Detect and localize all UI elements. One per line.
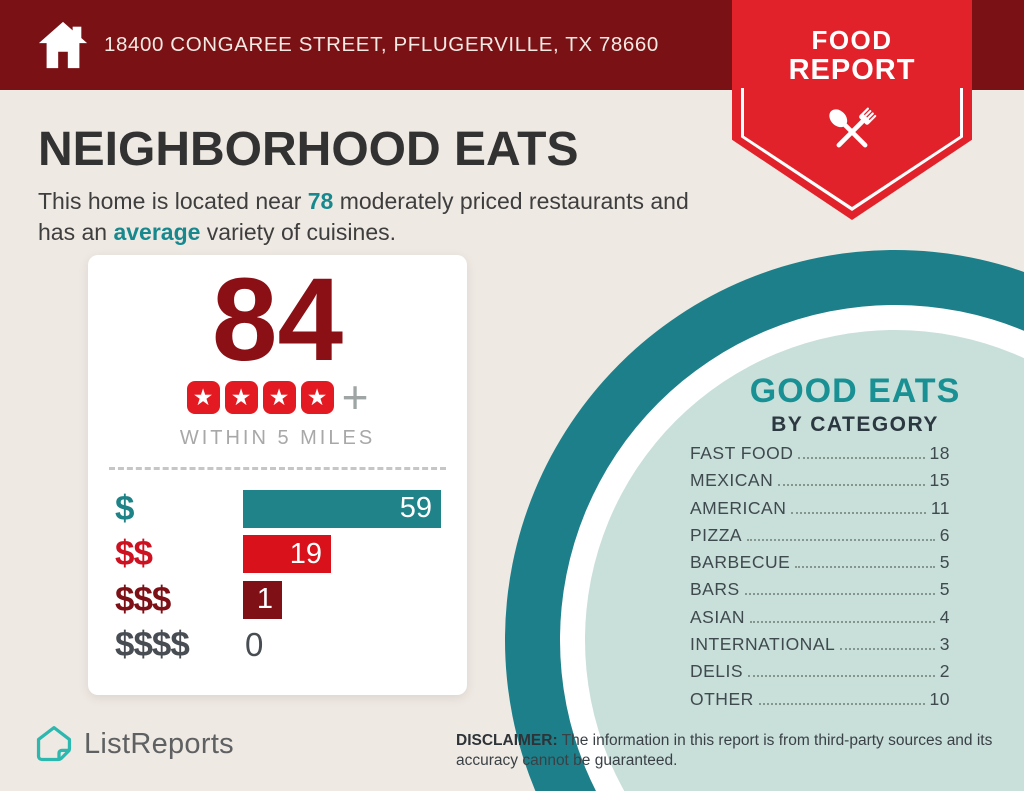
ribbon-title-line1: FOOD [811, 25, 893, 55]
category-label: OTHER [690, 688, 754, 709]
price-tier-row: $59 [115, 486, 447, 532]
category-label: BARBECUE [690, 552, 791, 573]
dashed-divider [109, 467, 446, 470]
spoon-fork-icon [829, 107, 877, 148]
star-rating: ★ ★ ★ ★ + [88, 371, 467, 423]
home-icon [38, 21, 88, 69]
category-count: 11 [930, 497, 950, 518]
category-label: PIZZA [690, 524, 743, 545]
category-label: FAST FOOD [690, 443, 794, 463]
ribbon-title: FOOD REPORT [732, 25, 972, 86]
score-card: 84 ★ ★ ★ ★ + WITHIN 5 MILES $59 $$ 19 $$$ 1 $$$$… [88, 255, 467, 695]
category-row: MEXICAN 15 [690, 470, 950, 497]
category-count: 4 [939, 606, 950, 627]
category-count: 2 [939, 661, 950, 682]
star-icon: ★ [186, 380, 220, 414]
price-tier-label: $$$ [115, 579, 171, 619]
dotted-leader [798, 457, 925, 459]
price-tier-label: $ [115, 488, 134, 528]
star-icon: ★ [300, 380, 334, 414]
dotted-leader [778, 484, 925, 487]
category-count: 3 [939, 634, 950, 655]
price-tier-row: $$$ 1 [115, 577, 447, 623]
price-tier-bar: 1 [243, 580, 282, 619]
category-count: 5 [939, 552, 950, 573]
category-label: BARS [690, 579, 740, 600]
dotted-leader [748, 675, 935, 678]
brand-name: ListReports [84, 727, 234, 760]
price-tier-bar-chart: $59 $$ 19 $$$ 1 $$$$ 0 [88, 486, 467, 668]
category-count: 18 [929, 443, 950, 463]
dotted-leader [744, 593, 935, 596]
star-icon: ★ [262, 380, 296, 414]
disclaimer-label: DISCLAIMER: [456, 732, 558, 749]
variety-highlight: average [113, 218, 201, 245]
good-eats-title: GOOD EATS [749, 372, 961, 410]
plus-sign: + [341, 371, 369, 423]
property-address: 18400 CONGAREE STREET, PFLUGERVILLE, TX … [104, 33, 659, 56]
category-label: INTERNATIONAL [690, 634, 836, 655]
category-label: MEXICAN [690, 470, 774, 491]
category-label: ASIAN [690, 606, 746, 627]
listreports-brand: ListReports [34, 724, 234, 764]
price-tier-row: $$$$ 0 [115, 623, 447, 669]
bar-value: 1 [256, 583, 273, 616]
price-tier-label: $$$$ [115, 625, 190, 665]
dotted-leader [795, 566, 935, 569]
ribbon-title-line2: REPORT [788, 54, 916, 86]
bar-value-zero: 0 [245, 626, 264, 664]
category-row: INTERNATIONAL 3 [690, 634, 950, 661]
category-count: 10 [929, 688, 950, 709]
price-tier-bar: 59 [243, 489, 441, 528]
dotted-leader [758, 702, 925, 705]
price-tier-label: $$ [115, 534, 153, 574]
intro-text: variety of cuisines. [200, 218, 397, 245]
category-row: FAST FOOD 18 [690, 443, 950, 470]
intro-sentence: This home is located near 78 moderately … [38, 186, 722, 247]
disclaimer: DISCLAIMER: The information in this repo… [456, 731, 1014, 772]
intro-text: This home is located near [38, 188, 308, 214]
star-icon: ★ [224, 380, 258, 414]
category-count: 6 [939, 524, 950, 545]
restaurant-score: 84 [211, 254, 344, 386]
food-report-ribbon: FOOD REPORT [732, 0, 972, 220]
price-tier-bar: 19 [243, 535, 331, 574]
bar-value: 59 [399, 492, 432, 525]
category-count: 15 [929, 470, 950, 491]
dotted-leader [747, 538, 935, 541]
category-count: 5 [939, 579, 950, 600]
page-title: NEIGHBORHOOD EATS [38, 123, 579, 176]
category-row: PIZZA 6 [690, 525, 950, 552]
category-row: AMERICAN 11 [690, 498, 950, 525]
category-row: OTHER 10 [690, 689, 950, 716]
category-row: ASIAN 4 [690, 607, 950, 634]
category-label: AMERICAN [690, 497, 787, 518]
category-row: BARS 5 [690, 579, 950, 606]
category-row: DELIS 2 [690, 661, 950, 688]
bar-value: 19 [289, 537, 322, 570]
price-tier-row: $$ 19 [115, 532, 447, 578]
category-label: DELIS [690, 661, 744, 682]
category-row: BARBECUE 5 [690, 552, 950, 579]
restaurant-count: 78 [307, 188, 334, 214]
category-list: FAST FOOD 18 MEXICAN 15 AMERICAN 11 PIZZA 6 BARB… [690, 443, 950, 716]
star-badges: ★ ★ ★ ★ [186, 380, 334, 414]
good-eats-heading: GOOD EATS BY CATEGORY [700, 372, 1010, 437]
dotted-leader [840, 648, 935, 651]
dotted-leader [750, 620, 935, 623]
dotted-leader [791, 511, 926, 514]
listreports-logo-icon [36, 726, 72, 762]
radius-label: WITHIN 5 MILES [179, 427, 376, 449]
good-eats-subtitle: BY CATEGORY [771, 413, 939, 436]
intro-text: moderately priced restaurants and has an [38, 188, 689, 245]
